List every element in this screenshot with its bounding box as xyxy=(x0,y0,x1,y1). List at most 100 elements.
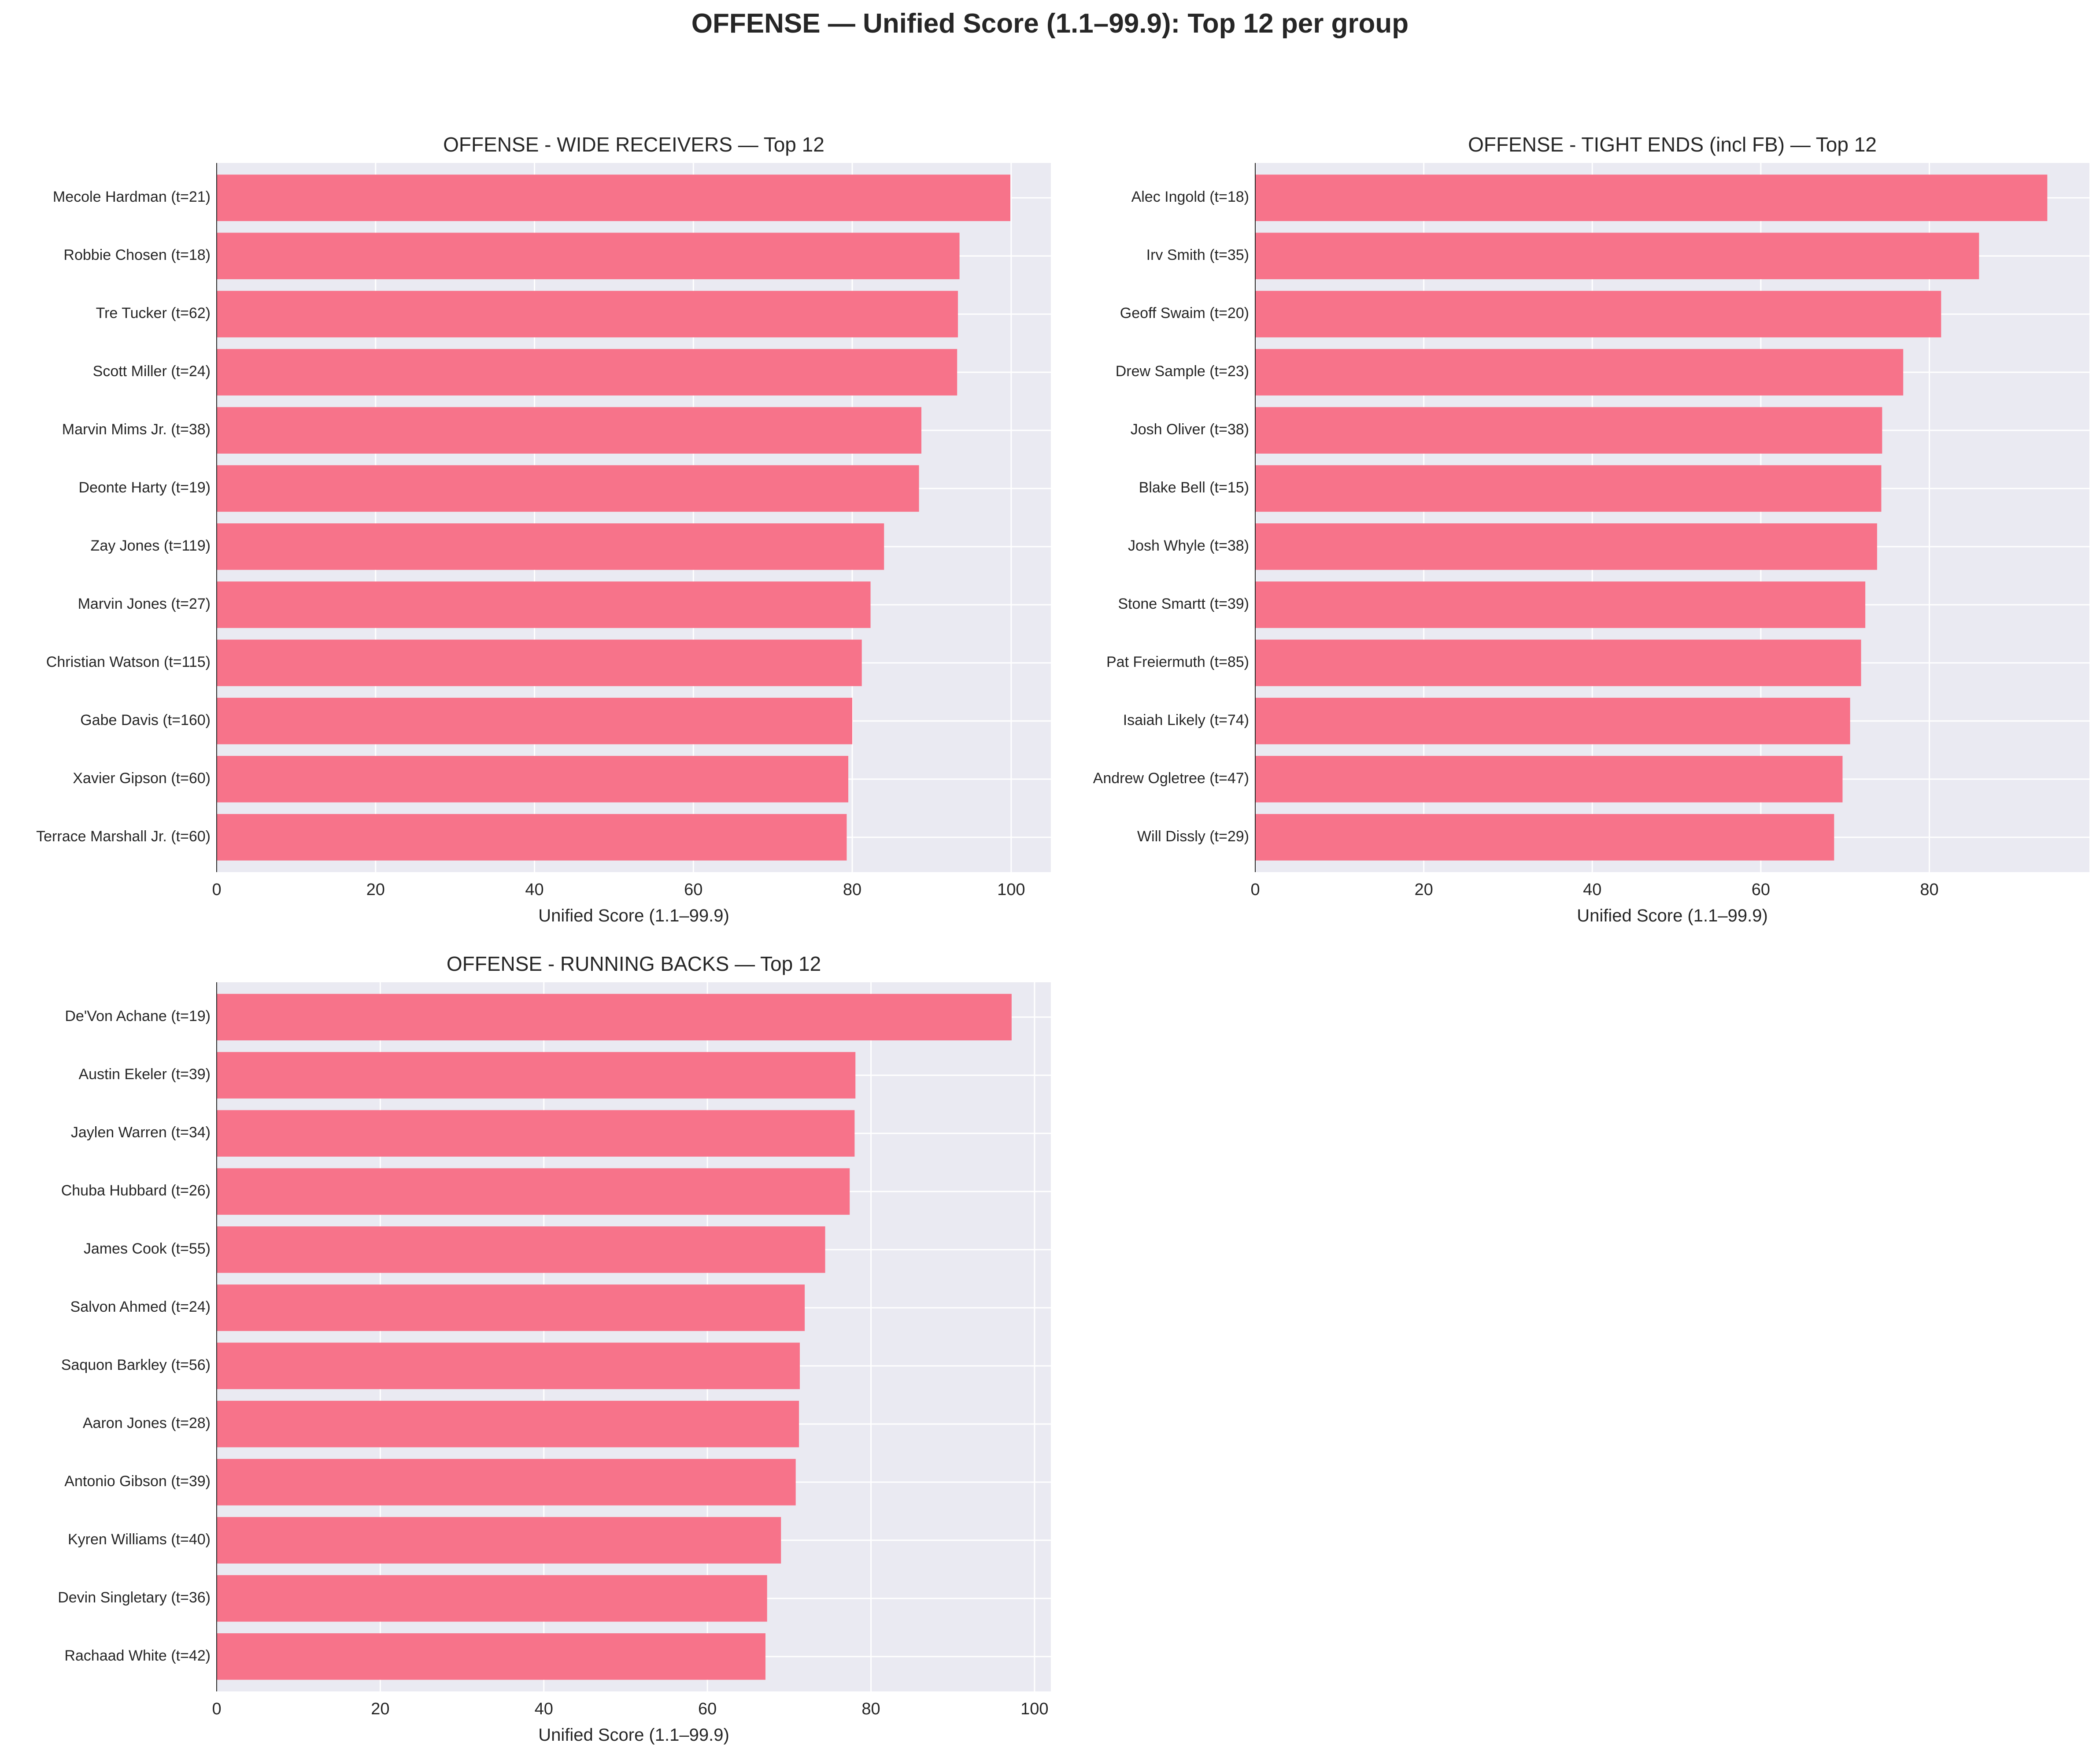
x-axis-label: Unified Score (1.1–99.9) xyxy=(538,906,729,925)
x-tick-label: 0 xyxy=(212,1700,221,1718)
bar xyxy=(217,698,853,744)
bar xyxy=(1255,407,1882,454)
x-tick-label: 40 xyxy=(525,880,543,899)
bar xyxy=(1255,756,1843,803)
bar xyxy=(217,1517,781,1564)
y-tick-label: Pat Freiermuth (t=85) xyxy=(1106,654,1249,670)
chart-svg: Mecole Hardman (t=21) Robbie Chosen (t=18… xyxy=(36,133,1051,925)
chart-svg: Alec Ingold (t=18) Irv Smith (t=35) Geoff … xyxy=(1093,133,2089,925)
y-tick-label: Geoff Swaim (t=20) xyxy=(1120,305,1249,322)
y-tick-label: Zay Jones (t=119) xyxy=(91,537,211,554)
x-tick-label: 0 xyxy=(212,880,221,899)
bar xyxy=(217,1284,805,1331)
panel-title: OFFENSE - RUNNING BACKS — Top 12 xyxy=(447,952,821,975)
bar xyxy=(217,756,849,803)
bar xyxy=(1255,698,1850,744)
plot-area xyxy=(217,163,1051,872)
bar xyxy=(217,349,958,396)
bar xyxy=(217,1168,850,1215)
x-tick-label: 20 xyxy=(1414,880,1433,899)
y-tick-label: Rachaad White (t=42) xyxy=(64,1647,211,1664)
bar xyxy=(217,814,847,861)
y-tick-label: Isaiah Likely (t=74) xyxy=(1123,712,1249,729)
x-tick-label: 80 xyxy=(861,1700,880,1718)
plot-area xyxy=(217,982,1051,1691)
x-tick-label: 0 xyxy=(1250,880,1260,899)
x-tick-label: 40 xyxy=(535,1700,553,1718)
y-tick-label: Alec Ingold (t=18) xyxy=(1131,189,1249,205)
panel-title: OFFENSE - TIGHT ENDS (incl FB) — Top 12 xyxy=(1468,133,1877,156)
panel-tight-ends: Alec Ingold (t=18) Irv Smith (t=35) Geoff … xyxy=(1093,133,2089,925)
x-tick-label: 100 xyxy=(997,880,1025,899)
y-tick-label: Josh Oliver (t=38) xyxy=(1131,421,1249,438)
x-tick-label: 60 xyxy=(698,1700,717,1718)
bar xyxy=(1255,640,1861,686)
chart-svg: De'Von Achane (t=19) Austin Ekeler (t=39)… xyxy=(58,952,1051,1745)
y-tick-label: Austin Ekeler (t=39) xyxy=(78,1066,211,1083)
bar xyxy=(217,1226,825,1273)
y-tick-label: Robbie Chosen (t=18) xyxy=(63,247,211,263)
x-axis-label: Unified Score (1.1–99.9) xyxy=(538,1725,729,1745)
y-tick-label: Aaron Jones (t=28) xyxy=(83,1415,211,1432)
x-tick-label: 40 xyxy=(1583,880,1601,899)
x-tick-label: 20 xyxy=(366,880,385,899)
y-tick-label: Terrace Marshall Jr. (t=60) xyxy=(36,828,211,845)
y-tick-label: Deonte Harty (t=19) xyxy=(78,479,211,496)
bar xyxy=(217,1633,765,1680)
bar xyxy=(1255,291,1941,337)
figure-title: OFFENSE — Unified Score (1.1–99.9): Top … xyxy=(691,8,1409,39)
y-tick-label: Irv Smith (t=35) xyxy=(1146,247,1249,263)
y-tick-label: Marvin Jones (t=27) xyxy=(78,596,211,612)
bar xyxy=(217,994,1012,1040)
y-tick-label: Jaylen Warren (t=34) xyxy=(71,1124,211,1141)
x-tick-label: 80 xyxy=(843,880,861,899)
x-tick-label: 80 xyxy=(1920,880,1938,899)
y-tick-label: Andrew Ogletree (t=47) xyxy=(1093,770,1249,787)
bar xyxy=(217,523,884,570)
x-axis-label: Unified Score (1.1–99.9) xyxy=(1577,906,1768,925)
bar xyxy=(1255,523,1877,570)
y-tick-label: Blake Bell (t=15) xyxy=(1139,479,1249,496)
y-tick-label: Tre Tucker (t=62) xyxy=(96,305,211,322)
bar xyxy=(1255,349,1904,396)
y-tick-label: Christian Watson (t=115) xyxy=(46,654,211,670)
bar xyxy=(1255,465,1882,512)
bar xyxy=(1255,581,1866,628)
y-tick-label: Drew Sample (t=23) xyxy=(1116,363,1249,380)
x-tick-label: 100 xyxy=(1020,1700,1048,1718)
bar xyxy=(217,1401,799,1447)
bar xyxy=(217,1110,855,1157)
x-tick-label: 60 xyxy=(1752,880,1770,899)
panel-wide-receivers: Mecole Hardman (t=21) Robbie Chosen (t=18… xyxy=(36,133,1051,925)
y-tick-label: James Cook (t=55) xyxy=(84,1240,211,1257)
y-tick-label: Kyren Williams (t=40) xyxy=(68,1531,211,1548)
bar xyxy=(1255,233,1979,279)
y-tick-label: De'Von Achane (t=19) xyxy=(65,1008,211,1025)
y-tick-label: Salvon Ahmed (t=24) xyxy=(70,1299,211,1315)
y-tick-label: Antonio Gibson (t=39) xyxy=(64,1473,211,1490)
y-tick-label: Stone Smartt (t=39) xyxy=(1118,596,1249,612)
y-tick-label: Gabe Davis (t=160) xyxy=(80,712,211,729)
bar xyxy=(217,174,1011,221)
y-tick-label: Scott Miller (t=24) xyxy=(93,363,211,380)
y-tick-label: Mecole Hardman (t=21) xyxy=(53,189,211,205)
bar xyxy=(217,1575,767,1622)
y-tick-label: Xavier Gipson (t=60) xyxy=(73,770,211,787)
x-tick-label: 60 xyxy=(684,880,702,899)
y-tick-label: Will Dissly (t=29) xyxy=(1137,828,1249,845)
bar xyxy=(217,233,960,279)
panel-title: OFFENSE - WIDE RECEIVERS — Top 12 xyxy=(443,133,824,156)
y-tick-label: Chuba Hubbard (t=26) xyxy=(61,1182,211,1199)
y-tick-label: Devin Singletary (t=36) xyxy=(58,1589,211,1606)
bar xyxy=(217,1343,800,1389)
y-tick-label: Saquon Barkley (t=56) xyxy=(61,1357,211,1373)
bar xyxy=(217,407,921,454)
panel-running-backs: De'Von Achane (t=19) Austin Ekeler (t=39)… xyxy=(58,952,1051,1745)
x-tick-label: 20 xyxy=(371,1700,389,1718)
y-tick-label: Josh Whyle (t=38) xyxy=(1128,537,1249,554)
bar xyxy=(217,1459,796,1506)
bar xyxy=(217,1052,856,1099)
bar xyxy=(217,581,871,628)
bar xyxy=(217,640,862,686)
y-tick-label: Marvin Mims Jr. (t=38) xyxy=(62,421,211,438)
